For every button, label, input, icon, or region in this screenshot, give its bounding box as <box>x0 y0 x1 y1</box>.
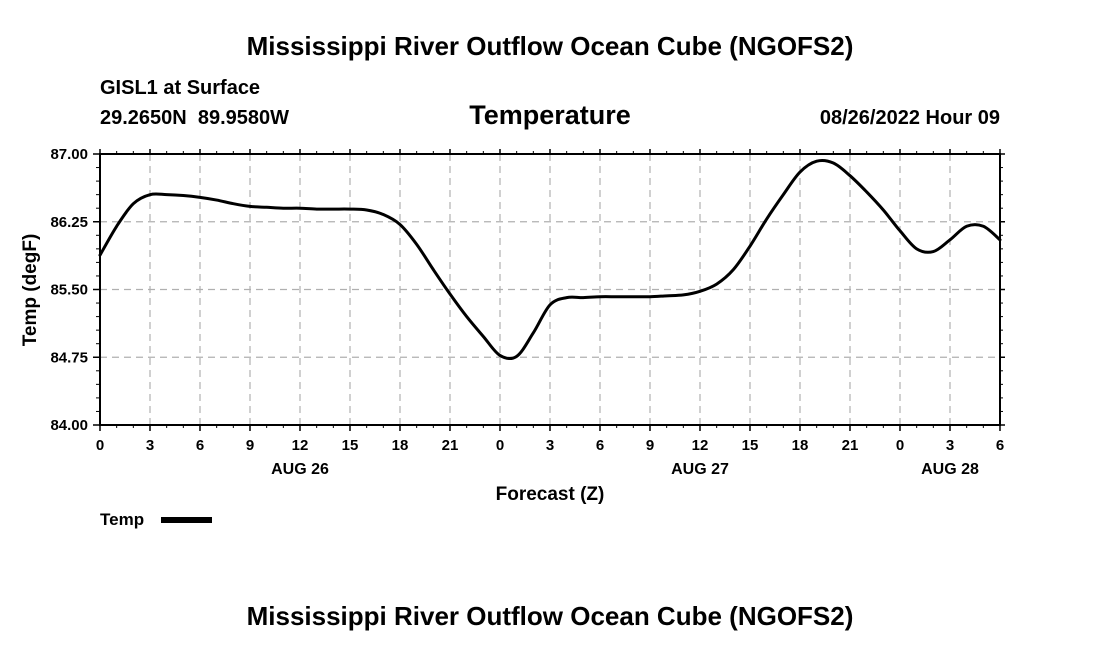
station-coordinates: 29.2650N 89.9580W <box>100 107 290 129</box>
chart-main-title: Mississippi River Outflow Ocean Cube (NG… <box>246 31 854 61</box>
y-tick-label: 86.25 <box>50 214 88 231</box>
forecast-timestamp: 08/26/2022 Hour 09 <box>819 107 1000 129</box>
y-tick-label: 84.75 <box>50 349 88 366</box>
x-date-label: AUG 27 <box>671 461 729 478</box>
x-tick-label: 0 <box>496 437 504 454</box>
x-tick-label: 9 <box>646 437 654 454</box>
station-name: GISL1 at Surface <box>100 77 261 99</box>
x-date-label: AUG 26 <box>271 461 329 478</box>
x-tick-label: 0 <box>96 437 104 454</box>
x-axis-title: Forecast (Z) <box>496 484 605 505</box>
chart-footer-title: Mississippi River Outflow Ocean Cube (NG… <box>246 601 854 631</box>
x-tick-label: 21 <box>842 437 859 454</box>
series-line-temp <box>98 159 1002 361</box>
x-tick-label: 18 <box>792 437 809 454</box>
x-tick-label: 0 <box>896 437 904 454</box>
axis-labels: 0 3 6 9 12 15 18 21 0 3 6 9 12 15 18 21 0 3 6 84.00 84.75 85.… <box>50 146 1004 478</box>
grid-lines <box>100 154 1000 425</box>
x-tick-label: 3 <box>146 437 154 454</box>
x-tick-label: 6 <box>996 437 1004 454</box>
x-tick-label: 6 <box>596 437 604 454</box>
variable-title: Temperature <box>469 100 631 130</box>
x-tick-label: 6 <box>196 437 204 454</box>
x-tick-label: 3 <box>546 437 554 454</box>
temperature-chart: 0 3 6 9 12 15 18 21 0 3 6 9 12 15 18 21 0 3 6 84.00 84.75 85.… <box>20 146 1005 529</box>
legend-label: Temp <box>100 510 144 529</box>
plot-frame <box>99 153 1001 426</box>
y-axis-title: Temp (degF) <box>20 234 41 347</box>
x-date-label: AUG 28 <box>921 461 979 478</box>
x-tick-label: 15 <box>342 437 359 454</box>
x-tick-label: 18 <box>392 437 409 454</box>
x-tick-label: 15 <box>742 437 759 454</box>
x-tick-label: 12 <box>292 437 309 454</box>
y-tick-label: 87.00 <box>50 146 88 163</box>
series-layer <box>98 159 1002 361</box>
y-tick-label: 85.50 <box>50 282 88 299</box>
y-tick-label: 84.00 <box>50 417 88 434</box>
x-tick-label: 21 <box>442 437 459 454</box>
x-tick-label: 3 <box>946 437 954 454</box>
x-tick-label: 9 <box>246 437 254 454</box>
x-tick-label: 12 <box>692 437 709 454</box>
